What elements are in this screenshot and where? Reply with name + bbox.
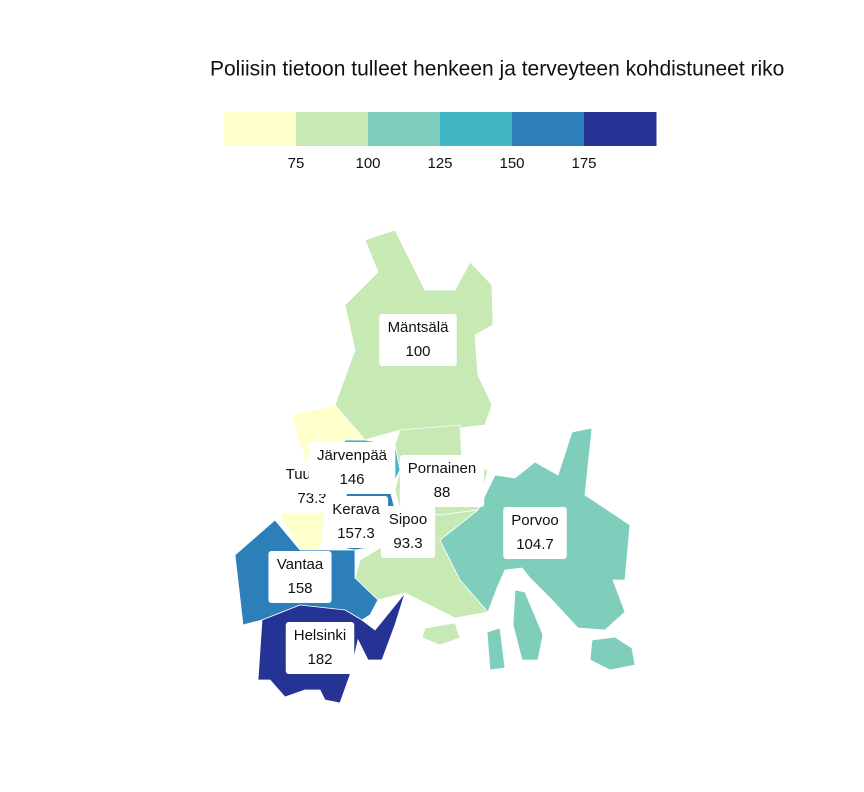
- legend-tick-label: 75: [288, 155, 305, 172]
- region-name: Järvenpää: [317, 447, 388, 464]
- region-value: 146: [339, 471, 364, 488]
- region-label: Helsinki 182: [285, 622, 355, 674]
- region-label: Kerava 157.3: [323, 496, 389, 548]
- region-value: 158: [287, 580, 312, 597]
- region-label: Järvenpää 146: [308, 442, 396, 494]
- map-title: Poliisin tietoon tulleet henkeen ja terv…: [210, 58, 784, 81]
- legend-tick-label: 150: [499, 155, 524, 172]
- region-value: 157.3: [337, 525, 375, 542]
- label-box: [503, 507, 567, 559]
- legend-swatch: [296, 112, 369, 146]
- label-box: [285, 622, 355, 674]
- region-value: 73.3: [297, 490, 326, 507]
- region-name: Helsinki: [294, 627, 347, 644]
- region-label: Mäntsälä 100: [379, 314, 457, 366]
- region-name: Vantaa: [277, 556, 324, 573]
- region-name: Kerava: [332, 501, 380, 518]
- region-value: 104.7: [516, 536, 554, 553]
- region-name: Porvoo: [511, 512, 559, 529]
- legend-swatch: [224, 112, 297, 146]
- label-box: [379, 314, 457, 366]
- region-label: Pornainen 88: [399, 455, 485, 507]
- labels: Mäntsälä100Tuusula73.3Pornainen88Järvenp…: [268, 314, 567, 674]
- region-label: Vantaa 158: [268, 551, 332, 603]
- region-value: 93.3: [393, 535, 422, 552]
- region-name: Mäntsälä: [388, 319, 450, 336]
- region-name: Sipoo: [389, 511, 427, 528]
- legend-swatch: [368, 112, 441, 146]
- region-value: 182: [307, 651, 332, 668]
- region-label: Sipoo 93.3: [380, 506, 436, 558]
- region-label: Porvoo 104.7: [503, 507, 567, 559]
- region-value: 88: [434, 484, 451, 501]
- label-box: [323, 496, 389, 548]
- label-box: [308, 442, 396, 494]
- legend-tick-label: 125: [427, 155, 452, 172]
- legend-tick-label: 175: [571, 155, 596, 172]
- region-value: 100: [405, 343, 430, 360]
- legend-swatch: [512, 112, 585, 146]
- legend-tick-label: 100: [355, 155, 380, 172]
- legend: 75 100 125 150 175: [224, 112, 657, 172]
- legend-swatch: [440, 112, 513, 146]
- label-box: [380, 506, 436, 558]
- region-name: Pornainen: [408, 460, 476, 477]
- label-box: [399, 455, 485, 507]
- label-box: [268, 551, 332, 603]
- legend-swatch: [584, 112, 657, 146]
